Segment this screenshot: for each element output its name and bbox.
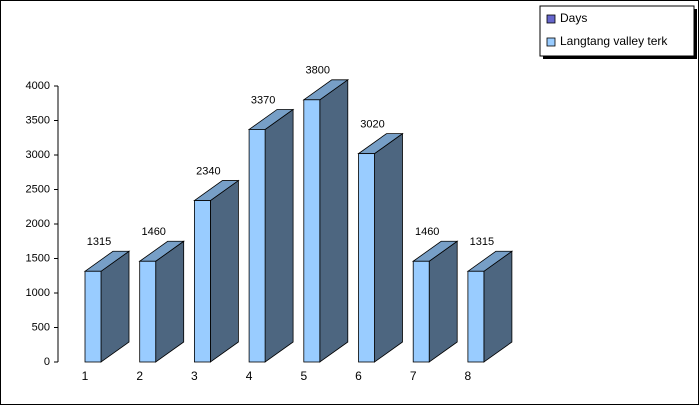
x-tick-label: 8 — [465, 369, 472, 383]
y-tick-label: 0 — [44, 356, 50, 368]
bar-group — [138, 240, 185, 363]
legend-swatch — [546, 37, 556, 47]
bar-group — [357, 132, 404, 363]
value-label: 1315 — [470, 236, 494, 248]
x-tick-label: 1 — [82, 369, 89, 383]
value-label: 3800 — [306, 65, 330, 77]
y-tick-label: 500 — [32, 321, 50, 333]
x-tick-label: 7 — [410, 369, 417, 383]
value-label: 1315 — [87, 236, 111, 248]
bar — [358, 153, 375, 363]
value-label: 1460 — [141, 226, 165, 238]
bar — [467, 270, 485, 363]
bar-side — [155, 240, 185, 363]
x-tick-label: 4 — [246, 369, 253, 383]
x-tick-label: 5 — [300, 369, 307, 383]
bar — [303, 99, 321, 363]
x-tick-label: 3 — [191, 369, 198, 383]
legend-swatch — [546, 14, 556, 24]
bar-group — [193, 179, 240, 363]
bar — [412, 260, 430, 363]
legend-label: Langtang valley terk — [560, 34, 668, 48]
x-tick-label: 6 — [355, 369, 362, 383]
value-label: 3020 — [360, 119, 384, 131]
y-tick-label: 1500 — [26, 252, 50, 264]
bar-group — [411, 240, 459, 363]
y-tick-label: 1000 — [26, 287, 50, 299]
bar — [84, 270, 102, 363]
bar-side — [319, 79, 349, 363]
legend — [539, 5, 695, 57]
bar-side — [264, 108, 294, 363]
y-tick-label: 2000 — [26, 218, 50, 230]
value-label: 1460 — [415, 226, 439, 238]
bar — [248, 129, 266, 363]
legend-label: Days — [560, 11, 587, 25]
bar-side — [374, 132, 403, 363]
bar-group — [83, 250, 131, 363]
x-tick-label: 2 — [136, 369, 143, 383]
bar-side — [428, 240, 458, 363]
bar-group — [466, 250, 514, 363]
bar-group — [302, 79, 350, 363]
y-tick-label: 3000 — [26, 149, 50, 161]
bar — [139, 260, 157, 363]
bar — [193, 200, 211, 363]
bar-side — [209, 179, 239, 363]
value-label: 2340 — [196, 165, 220, 177]
y-tick-label: 2500 — [26, 183, 50, 195]
bar-group — [247, 108, 295, 363]
value-label: 3370 — [251, 94, 275, 106]
y-tick-label: 4000 — [26, 80, 50, 92]
y-tick-label: 3500 — [26, 114, 50, 126]
